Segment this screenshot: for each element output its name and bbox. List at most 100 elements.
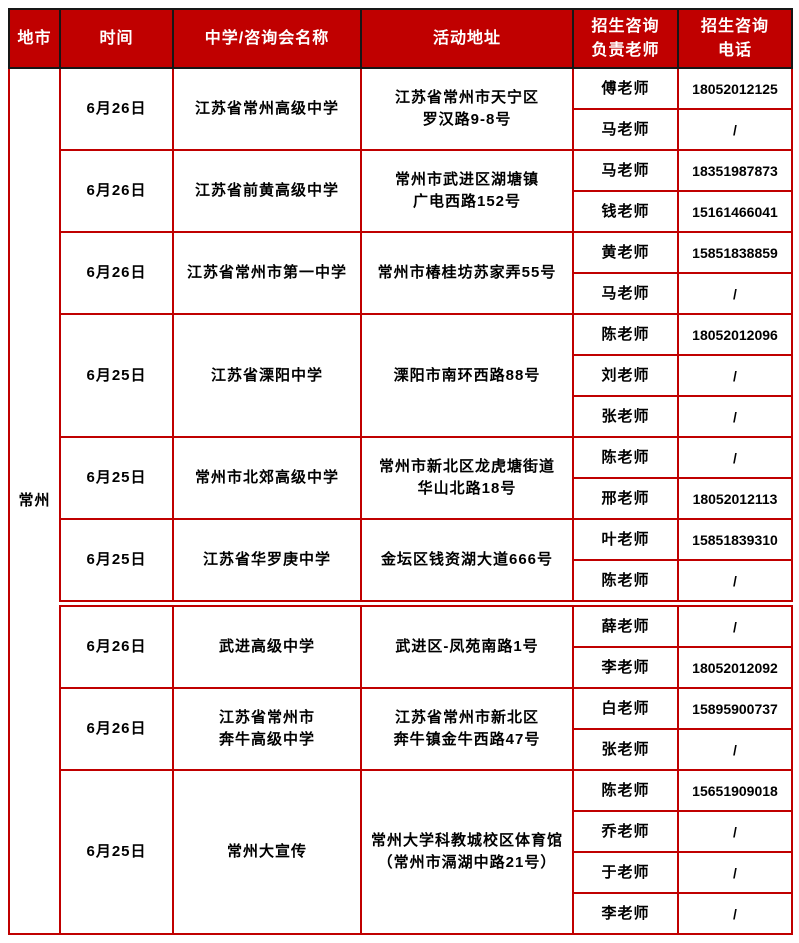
header-cell-address: 活动地址 <box>360 8 574 69</box>
admissions-consultation-table: 地市 时间 中学/咨询会名称 活动地址 招生咨询 负责老师 招生咨询 电话 常州… <box>8 8 793 935</box>
address-cell: 常州市椿桂坊苏家弄55号 <box>360 231 574 315</box>
table-row: 6月25日 江苏省溧阳中学 溧阳市南环西路88号 陈老师 18052012096 <box>9 313 793 438</box>
teacher-cell: 薛老师 <box>572 600 679 648</box>
phone-cell: / <box>677 436 793 479</box>
table-row: 马老师 / <box>9 108 793 151</box>
teacher-cell: 李老师 <box>572 892 679 935</box>
address-cell: 金坛区钱资湖大道666号 <box>360 518 574 605</box>
table-row: 乔老师 / <box>9 810 793 853</box>
table-row: 于老师 / <box>9 851 793 894</box>
table-row: 6月26日 江苏省常州市第一中学 常州市椿桂坊苏家弄55号 黄老师 158518… <box>9 231 793 315</box>
school-cell: 武进高级中学 <box>172 600 362 689</box>
date-cell: 6月25日 <box>59 769 174 935</box>
teacher-cell: 李老师 <box>572 646 679 689</box>
date-cell: 6月26日 <box>59 231 174 315</box>
table-row: 6月25日 常州大宣传 常州大学科教城校区体育馆 （常州市滆湖中路21号） 陈老… <box>9 769 793 935</box>
header-cell-city: 地市 <box>8 8 61 69</box>
phone-cell: / <box>677 354 793 397</box>
school-cell: 江苏省溧阳中学 <box>172 313 362 438</box>
header-cell-phone: 招生咨询 电话 <box>677 8 793 69</box>
phone-cell: 15895900737 <box>677 687 793 730</box>
teacher-cell: 马老师 <box>572 272 679 315</box>
phone-cell: 18351987873 <box>677 149 793 192</box>
table-row: 邢老师 18052012113 <box>9 477 793 520</box>
phone-cell: 18052012113 <box>677 477 793 520</box>
table-row: 6月25日 江苏省华罗庚中学 金坛区钱资湖大道666号 叶老师 15851839… <box>9 518 793 605</box>
header-row: 地市 时间 中学/咨询会名称 活动地址 招生咨询 负责老师 招生咨询 电话 <box>8 8 793 69</box>
teacher-cell: 傅老师 <box>572 67 679 110</box>
date-cell: 6月26日 <box>59 149 174 233</box>
teacher-cell: 张老师 <box>572 728 679 771</box>
date-cell: 6月25日 <box>59 518 174 605</box>
table-row: 陈老师 / <box>9 559 793 605</box>
teacher-cell: 刘老师 <box>572 354 679 397</box>
teacher-cell: 钱老师 <box>572 190 679 233</box>
city-cell: 常州 <box>8 67 61 935</box>
address-cell: 溧阳市南环西路88号 <box>360 313 574 438</box>
phone-cell: 18052012096 <box>677 313 793 356</box>
phone-cell: 15851838859 <box>677 231 793 274</box>
phone-cell: / <box>677 892 793 935</box>
teacher-cell: 陈老师 <box>572 769 679 812</box>
phone-cell: 18052012125 <box>677 67 793 110</box>
teacher-cell: 叶老师 <box>572 518 679 561</box>
teacher-cell: 马老师 <box>572 149 679 192</box>
header-cell-time: 时间 <box>59 8 174 69</box>
teacher-cell: 陈老师 <box>572 436 679 479</box>
school-cell: 江苏省常州市第一中学 <box>172 231 362 315</box>
phone-cell: / <box>677 728 793 771</box>
address-cell: 常州市武进区湖塘镇 广电西路152号 <box>360 149 574 233</box>
phone-cell: 15851839310 <box>677 518 793 561</box>
school-cell: 常州市北郊高级中学 <box>172 436 362 520</box>
table-row: 马老师 / <box>9 272 793 315</box>
address-cell: 江苏省常州市新北区 奔牛镇金牛西路47号 <box>360 687 574 771</box>
address-cell: 常州市新北区龙虎塘街道 华山北路18号 <box>360 436 574 520</box>
teacher-cell: 张老师 <box>572 395 679 438</box>
date-cell: 6月25日 <box>59 313 174 438</box>
school-cell: 常州大宣传 <box>172 769 362 935</box>
table-row: 6月25日 常州市北郊高级中学 常州市新北区龙虎塘街道 华山北路18号 陈老师 … <box>9 436 793 520</box>
address-cell: 常州大学科教城校区体育馆 （常州市滆湖中路21号） <box>360 769 574 935</box>
teacher-cell: 白老师 <box>572 687 679 730</box>
table-row: 张老师 / <box>9 395 793 438</box>
address-cell: 江苏省常州市天宁区 罗汉路9-8号 <box>360 67 574 151</box>
teacher-cell: 陈老师 <box>572 559 679 605</box>
phone-cell: / <box>677 108 793 151</box>
teacher-cell: 于老师 <box>572 851 679 894</box>
phone-cell: 15651909018 <box>677 769 793 812</box>
header-cell-school: 中学/咨询会名称 <box>172 8 362 69</box>
date-cell: 6月25日 <box>59 436 174 520</box>
phone-cell: / <box>677 395 793 438</box>
table-row: 6月26日 江苏省常州市 奔牛高级中学 江苏省常州市新北区 奔牛镇金牛西路47号… <box>9 687 793 771</box>
teacher-cell: 马老师 <box>572 108 679 151</box>
table-row: 常州 6月26日 江苏省常州高级中学 江苏省常州市天宁区 罗汉路9-8号 傅老师… <box>8 67 793 935</box>
school-cell: 江苏省常州市 奔牛高级中学 <box>172 687 362 771</box>
phone-cell: 18052012092 <box>677 646 793 689</box>
school-cell: 江苏省常州高级中学 <box>172 67 362 151</box>
teacher-cell: 邢老师 <box>572 477 679 520</box>
table-row: 张老师 / <box>9 728 793 771</box>
teacher-cell: 陈老师 <box>572 313 679 356</box>
phone-cell: 15161466041 <box>677 190 793 233</box>
header-cell-teacher: 招生咨询 负责老师 <box>572 8 679 69</box>
table-row: 李老师 18052012092 <box>9 646 793 689</box>
school-cell: 江苏省前黄高级中学 <box>172 149 362 233</box>
teacher-cell: 黄老师 <box>572 231 679 274</box>
phone-cell: / <box>677 272 793 315</box>
school-cell: 江苏省华罗庚中学 <box>172 518 362 605</box>
table-row: 李老师 / <box>9 892 793 935</box>
phone-cell: / <box>677 810 793 853</box>
address-cell: 武进区-凤苑南路1号 <box>360 600 574 689</box>
teacher-cell: 乔老师 <box>572 810 679 853</box>
table-row: 钱老师 15161466041 <box>9 190 793 233</box>
phone-cell: / <box>677 600 793 648</box>
phone-cell: / <box>677 851 793 894</box>
date-cell: 6月26日 <box>59 687 174 771</box>
date-cell: 6月26日 <box>59 67 174 151</box>
table-row: 6月26日 武进高级中学 武进区-凤苑南路1号 薛老师 / <box>9 600 793 689</box>
date-cell: 6月26日 <box>59 600 174 689</box>
phone-cell: / <box>677 559 793 605</box>
table-row: 刘老师 / <box>9 354 793 397</box>
table-row: 6月26日 江苏省前黄高级中学 常州市武进区湖塘镇 广电西路152号 马老师 1… <box>9 149 793 233</box>
